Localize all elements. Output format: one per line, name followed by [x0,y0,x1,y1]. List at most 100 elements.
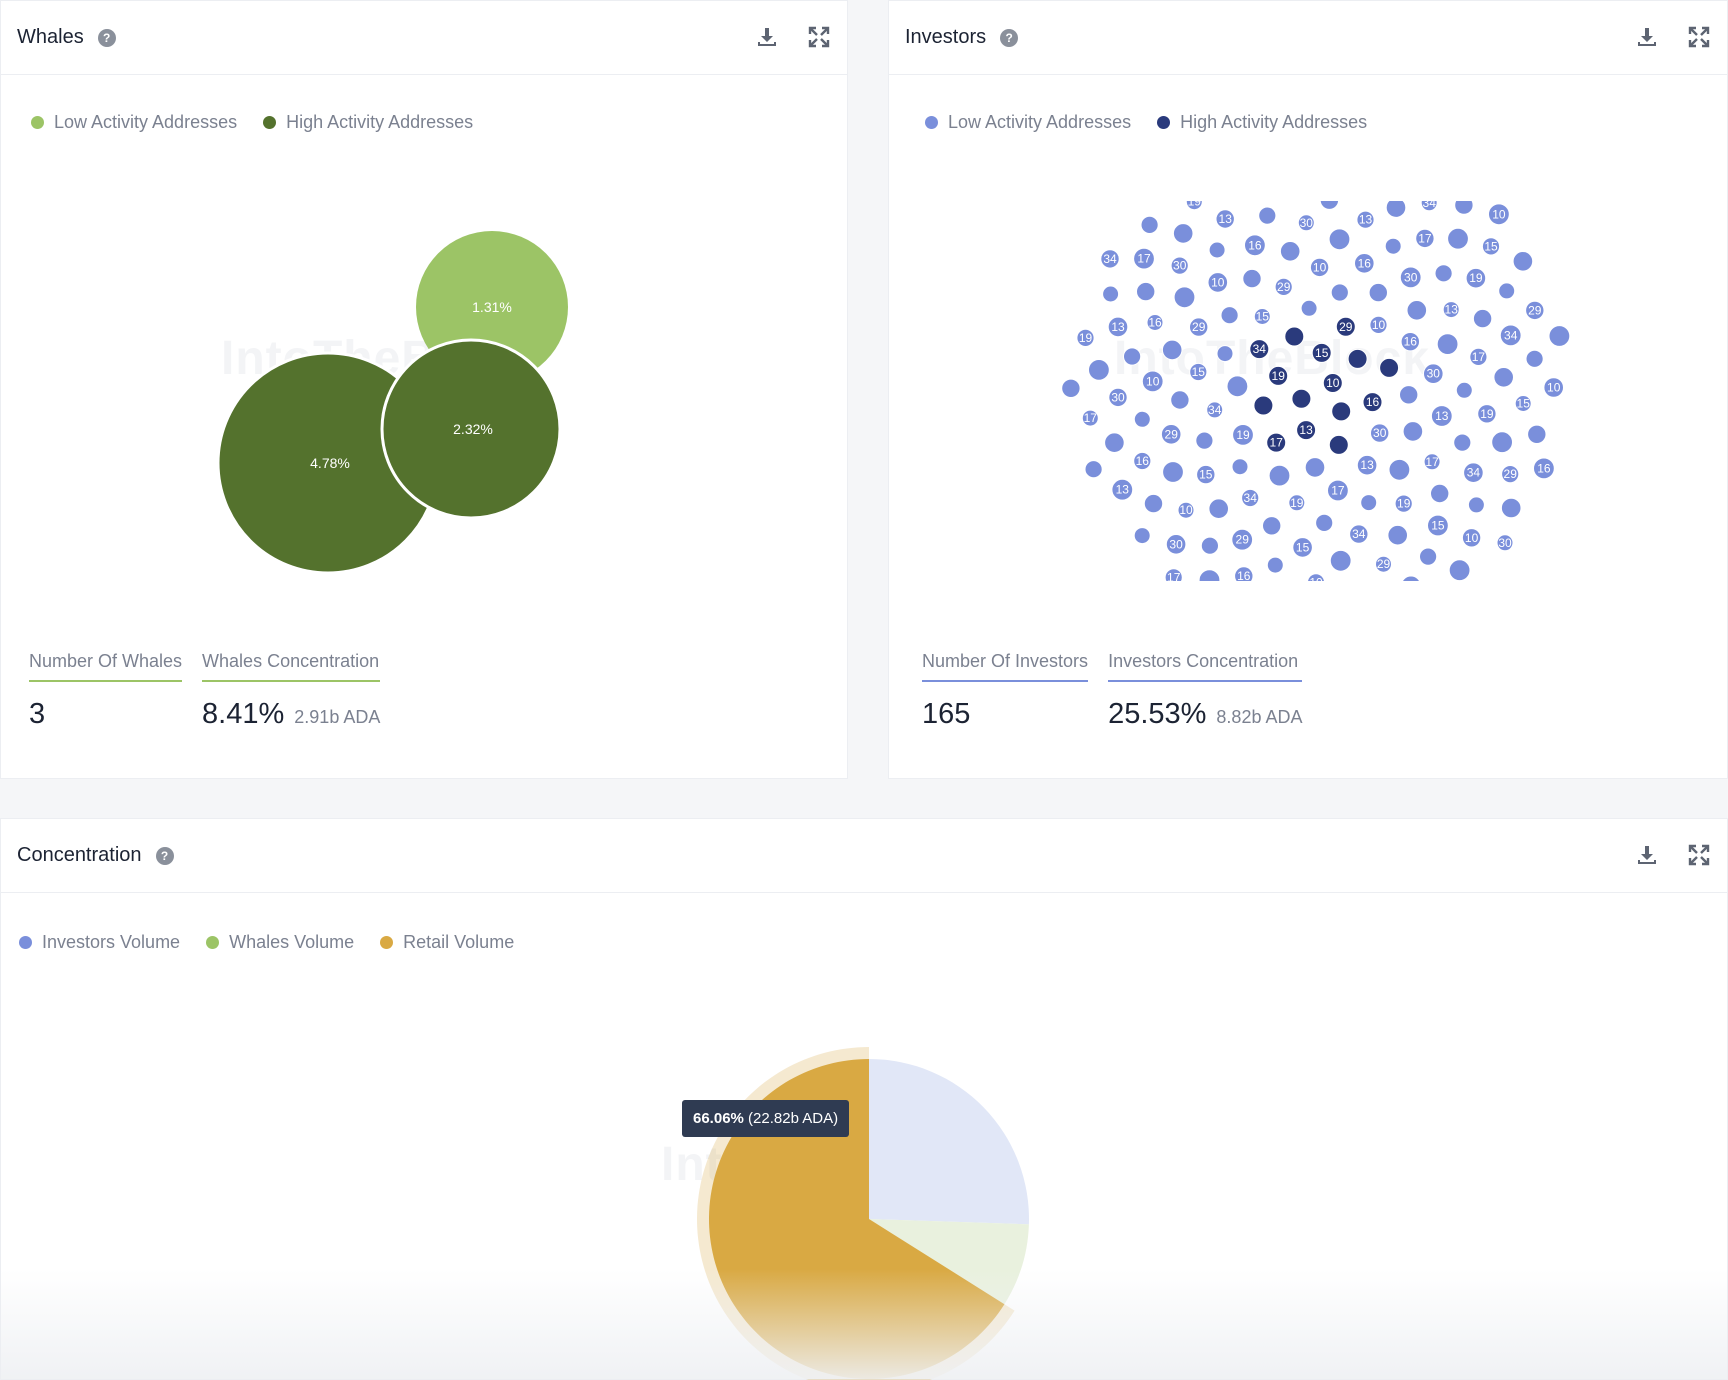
legend-item-retail-volume[interactable]: Retail Volume [380,932,514,953]
expand-icon[interactable] [1687,25,1711,49]
investor-bubble-low-activity[interactable] [1415,228,1435,249]
investor-bubble-low-activity[interactable] [1469,347,1488,366]
investor-bubble-low-activity[interactable] [1354,253,1375,274]
investor-bubble-low-activity[interactable] [1369,315,1388,335]
investor-bubble-high-activity[interactable] [1379,357,1400,378]
investor-bubble-low-activity[interactable] [1172,223,1194,244]
investor-bubble-low-activity[interactable] [1208,241,1226,259]
investor-bubble-low-activity[interactable] [1231,458,1249,476]
download-icon[interactable] [1635,25,1659,49]
investor-bubble-low-activity[interactable] [1387,524,1409,546]
investor-bubble-low-activity[interactable] [1231,528,1254,551]
investor-bubble-low-activity[interactable] [1206,401,1224,419]
investor-bubble-low-activity[interactable] [1220,306,1239,325]
bubble-high-activity-small[interactable] [380,338,562,520]
investor-bubble-low-activity[interactable] [1419,547,1438,566]
investor-bubble-low-activity[interactable] [1436,333,1459,356]
investor-bubble-low-activity[interactable] [1430,483,1450,504]
expand-icon[interactable] [1687,843,1711,867]
investor-bubble-low-activity[interactable] [1501,465,1520,484]
investor-bubble-low-activity[interactable] [1076,328,1095,347]
investor-bubble-low-activity[interactable] [1136,281,1156,302]
investor-bubble-low-activity[interactable] [1162,461,1184,483]
investor-bubble-low-activity[interactable] [1104,432,1125,453]
investor-bubble-low-activity[interactable] [1493,367,1515,388]
investor-bubble-low-activity[interactable] [1455,381,1473,399]
investor-bubble-low-activity[interactable] [1327,479,1349,502]
investor-bubble-low-activity[interactable] [1430,405,1453,427]
investor-bubble-low-activity[interactable] [1427,514,1449,537]
investor-bubble-low-activity[interactable] [1241,488,1260,508]
investor-bubble-low-activity[interactable] [1401,575,1421,581]
investor-bubble-low-activity[interactable] [1498,282,1516,300]
investor-bubble-low-activity[interactable] [1375,555,1392,573]
investor-bubble-low-activity[interactable] [1226,375,1249,398]
investor-bubble-low-activity[interactable] [1309,257,1330,278]
investor-bubble-low-activity[interactable] [1360,494,1378,512]
investor-bubble-low-activity[interactable] [1385,201,1407,218]
investor-bubble-low-activity[interactable] [1165,534,1187,555]
investor-bubble-low-activity[interactable] [1349,524,1369,544]
investor-bubble-low-activity[interactable] [1434,264,1453,283]
download-icon[interactable] [755,25,779,49]
legend-item-low-activity[interactable]: Low Activity Addresses [31,112,237,133]
investor-bubble-low-activity[interactable] [1328,228,1351,251]
expand-icon[interactable] [807,25,831,49]
investor-bubble-low-activity[interactable] [1200,536,1219,555]
investor-bubble-low-activity[interactable] [1170,256,1189,275]
investor-bubble-low-activity[interactable] [1161,339,1183,361]
investor-bubble-low-activity[interactable] [1481,237,1501,256]
investor-bubble-low-activity[interactable] [1297,214,1315,232]
investor-bubble-low-activity[interactable] [1232,424,1254,446]
investor-bubble-low-activity[interactable] [1330,283,1349,302]
investor-bubble-low-activity[interactable] [1525,300,1545,321]
investor-bubble-low-activity[interactable] [1453,433,1472,452]
investor-bubble-low-activity[interactable] [1448,559,1471,581]
investor-bubble-high-activity[interactable] [1331,401,1352,422]
investor-bubble-high-activity[interactable] [1284,326,1305,347]
investor-bubble-low-activity[interactable] [1258,206,1277,225]
investor-bubble-low-activity[interactable] [1356,210,1375,229]
investor-bubble-low-activity[interactable] [1123,347,1142,366]
investor-bubble-low-activity[interactable] [1177,501,1195,519]
investor-bubble-high-activity[interactable] [1322,373,1343,393]
investor-bubble-high-activity[interactable] [1328,434,1349,455]
investor-bubble-low-activity[interactable] [1491,431,1513,454]
investor-bubble-low-activity[interactable] [1288,494,1306,512]
investor-bubble-low-activity[interactable] [1215,209,1235,229]
investor-bubble-low-activity[interactable] [1394,494,1413,513]
help-icon[interactable]: ? [155,846,174,865]
investor-bubble-low-activity[interactable] [1170,390,1190,410]
investor-bubble-low-activity[interactable] [1081,409,1099,427]
investor-bubble-high-activity[interactable] [1362,392,1383,413]
investor-bubble-low-activity[interactable] [1388,458,1411,481]
investor-bubble-low-activity[interactable] [1329,549,1352,572]
investor-bubble-low-activity[interactable] [1216,345,1234,363]
investor-bubble-low-activity[interactable] [1268,464,1291,487]
investor-bubble-low-activity[interactable] [1488,203,1510,226]
investor-bubble-low-activity[interactable] [1368,282,1388,303]
investor-bubble-high-activity[interactable] [1296,420,1317,441]
investor-bubble-low-activity[interactable] [1189,362,1208,382]
investor-bubble-low-activity[interactable] [1111,478,1134,501]
investor-bubble-low-activity[interactable] [1370,423,1390,443]
investor-bubble-low-activity[interactable] [1253,308,1271,325]
investor-bubble-high-activity[interactable] [1335,316,1356,337]
investor-bubble-low-activity[interactable] [1196,464,1216,485]
investor-bubble-low-activity[interactable] [1185,201,1203,211]
investor-bubble-low-activity[interactable] [1242,268,1262,289]
investor-bubble-low-activity[interactable] [1543,377,1565,398]
investor-bubble-low-activity[interactable] [1304,457,1326,478]
investor-bubble-low-activity[interactable] [1467,496,1485,514]
investor-bubble-high-activity[interactable] [1266,432,1287,453]
investor-bubble-low-activity[interactable] [1189,317,1209,337]
help-icon[interactable]: ? [97,28,116,47]
investor-bubble-low-activity[interactable] [1164,568,1183,581]
investor-bubble-low-activity[interactable] [1548,325,1571,347]
investor-bubble-low-activity[interactable] [1107,316,1129,338]
investor-bubble-low-activity[interactable] [1356,454,1378,476]
investor-bubble-low-activity[interactable] [1279,241,1301,262]
investor-bubble-low-activity[interactable] [1399,266,1422,289]
investor-bubble-low-activity[interactable] [1423,363,1444,384]
download-icon[interactable] [1635,843,1659,867]
